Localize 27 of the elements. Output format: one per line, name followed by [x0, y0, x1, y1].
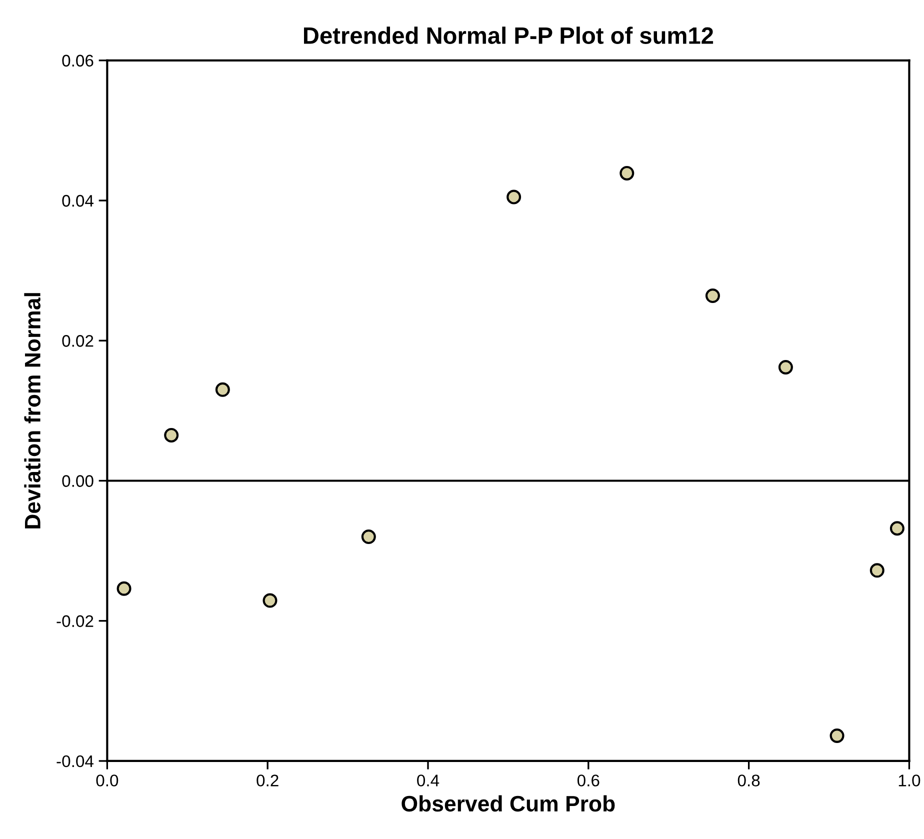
y-tick-label: 0.04 [62, 194, 94, 207]
y-axis-title: Deviation from Normal [24, 293, 40, 528]
y-tick-label: -0.04 [56, 755, 94, 768]
x-axis-title: Observed Cum Prob [402, 795, 615, 812]
point [361, 530, 376, 544]
point [705, 288, 720, 304]
point [620, 166, 634, 180]
point [778, 360, 793, 375]
y-tick-label: 0.06 [62, 54, 94, 67]
point [890, 521, 904, 536]
x-tick-label: 0.2 [256, 774, 278, 786]
point [164, 428, 179, 442]
point [116, 581, 132, 596]
x-tick-label: 1.0 [898, 774, 920, 786]
point [830, 728, 844, 744]
y-tick-label: 0.00 [62, 475, 94, 487]
x-tick-label: 0.8 [738, 774, 760, 786]
x-tick-label: 0.6 [577, 774, 600, 786]
chart-title: Detrended Normal P-P Plot of sum12 [304, 26, 714, 44]
point [506, 190, 522, 204]
point [262, 593, 278, 608]
point [870, 563, 884, 578]
x-tick-label: 0.0 [96, 774, 118, 786]
point [215, 382, 230, 397]
x-tick-label: 0.4 [417, 774, 440, 786]
y-tick-label: -0.02 [56, 615, 94, 628]
y-tick-label: 0.02 [62, 335, 94, 347]
